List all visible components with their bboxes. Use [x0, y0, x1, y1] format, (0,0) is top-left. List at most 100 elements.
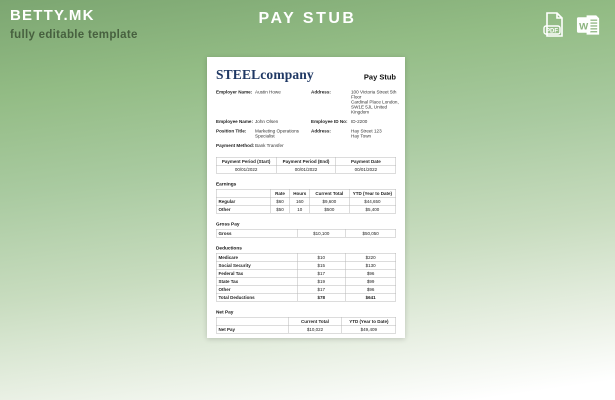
gross-row: Gross $10,100 $50,050 [216, 229, 396, 238]
payment-date-header: Payment Date [335, 157, 396, 166]
earnings-table: Rate Hours Current Total YTD (Year to Da… [216, 189, 397, 214]
earnings-current: $9,600 [309, 197, 350, 206]
empty-value [351, 143, 404, 148]
paystub-page: STEELcompany Pay Stub Employer Name: Aus… [207, 57, 405, 338]
employee-info-section: Employer Name: Austin Howe Address: 100 … [216, 89, 399, 149]
earnings-ytd: $44,650 [348, 197, 397, 206]
deduction-ytd: $99 [345, 277, 396, 286]
employer-name-value: Austin Howe [255, 89, 281, 95]
earnings-rate: $50 [269, 205, 291, 214]
earnings-ytd: $5,400 [348, 205, 397, 214]
payment-method-value: Bank Transfer [255, 143, 284, 148]
document-header: STEELcompany Pay Stub [216, 67, 396, 83]
earnings-hours-header: Hours [289, 189, 310, 198]
earnings-hours: 10 [289, 205, 310, 214]
net-blank-header [216, 317, 289, 326]
earnings-row-other: Other $50 10 $500 $5,400 [216, 205, 397, 214]
pdf-download-button[interactable]: PDF [541, 11, 567, 39]
document-title: Pay Stub [363, 73, 396, 82]
earnings-rate: $60 [269, 197, 291, 206]
payment-method-label: Payment Method: [216, 143, 255, 148]
gross-current: $10,100 [296, 229, 346, 238]
deduction-current: $17 [296, 285, 346, 294]
address-line: Cardinal Place London, [351, 99, 399, 105]
deduction-current: $19 [296, 277, 346, 286]
period-end-value: 00/01/2022 [275, 165, 337, 174]
deduction-label: State Tax [216, 277, 298, 286]
paystub-document-preview[interactable]: STEELcompany Pay Stub Employer Name: Aus… [207, 57, 405, 338]
employee-name-value: John Olsen [255, 119, 279, 124]
gross-label: Gross [216, 229, 298, 238]
deduction-row: Other $17 $96 [216, 285, 396, 294]
address-line: SW1E 5JL United Kingdom [351, 104, 388, 115]
net-pay-table: Current Total YTD (Year to Date) Net Pay… [216, 317, 396, 334]
net-pay-section-label: Net Pay [216, 309, 234, 316]
info-row-employee: Employee Name: John Olsen Employee ID No… [216, 119, 396, 124]
position-title-label: Position Title: [216, 128, 247, 134]
address-line: Hay Street 123 [351, 128, 382, 134]
earnings-section-label: Earnings [216, 181, 237, 188]
info-row-payment-method: Payment Method: Bank Transfer [216, 143, 396, 148]
deduction-ytd: $96 [345, 269, 396, 278]
net-pay-label: Net Pay [216, 325, 289, 334]
address-line: 100 Victoria Street 5th Floor [351, 89, 397, 100]
earnings-current-header: Current Total [309, 189, 350, 198]
deduction-label: Social Security [216, 261, 298, 270]
deduction-current: $10 [296, 253, 346, 262]
net-ytd-header: YTD (Year to Date) [341, 317, 396, 326]
gross-ytd: $50,050 [345, 229, 396, 238]
employee-address-label: Address: [311, 128, 331, 134]
net-pay-ytd: $49,409 [341, 325, 396, 334]
earnings-row-label: Other [216, 205, 271, 214]
employee-id-label: Employee ID No: [311, 119, 348, 124]
employer-address-label: Address: [311, 89, 331, 95]
info-row-position: Position Title: Marketing Operations Spe… [216, 129, 396, 139]
brand-tagline: fully editable template [10, 29, 138, 41]
deduction-row: Social Security $15 $130 [216, 261, 396, 270]
employee-address-value: Hay Street 123 Hay Town [351, 129, 404, 139]
info-row-employer: Employer Name: Austin Howe Address: 100 … [216, 89, 399, 115]
period-start-header: Payment Period (Start) [216, 157, 277, 166]
employee-id-value: ID-2200 [351, 119, 368, 124]
period-start-value: 00/01/2022 [216, 165, 277, 174]
deduction-label: Other [216, 285, 298, 294]
total-deductions-row: Total Deductions $78 $641 [216, 293, 396, 302]
earnings-current: $500 [309, 205, 350, 214]
total-deductions-ytd: $641 [345, 293, 396, 302]
page-title: PAY STUB [258, 10, 357, 27]
svg-text:W: W [579, 21, 589, 32]
position-title-value: Marketing Operations Specialist [255, 128, 299, 139]
deduction-ytd: $130 [345, 261, 396, 270]
employer-address-value: 100 Victoria Street 5th Floor Cardinal P… [351, 90, 404, 115]
word-download-button[interactable]: W [576, 11, 602, 39]
deduction-current: $17 [296, 269, 346, 278]
earnings-blank-header [216, 189, 271, 198]
net-pay-row: Net Pay $10,022 $49,409 [216, 325, 396, 334]
brand-logo[interactable]: BETTY.MK [10, 7, 95, 24]
payment-date-value: 00/01/2022 [335, 165, 396, 174]
net-current-header: Current Total [287, 317, 343, 326]
deduction-row: Federal Tax $17 $96 [216, 269, 396, 278]
download-buttons: PDF W [541, 11, 602, 39]
deductions-section-label: Deductions [216, 245, 242, 252]
deduction-row: State Tax $19 $99 [216, 277, 396, 286]
deduction-ytd: $96 [345, 285, 396, 294]
period-end-header: Payment Period (End) [275, 157, 337, 166]
gross-pay-section-label: Gross Pay [216, 221, 240, 228]
payment-period-table: Payment Period (Start) Payment Period (E… [216, 157, 396, 174]
earnings-row-label: Regular [216, 197, 271, 206]
deduction-label: Federal Tax [216, 269, 298, 278]
empty-label [311, 143, 351, 148]
svg-text:PDF: PDF [546, 29, 558, 35]
deduction-current: $15 [296, 261, 346, 270]
word-file-icon: W [576, 15, 600, 35]
address-line: Hay Town [351, 133, 372, 139]
total-deductions-label: Total Deductions [216, 293, 298, 302]
deduction-row: Medicare $10 $220 [216, 253, 396, 262]
pdf-file-icon: PDF [543, 12, 563, 37]
earnings-hours: 160 [289, 197, 310, 206]
company-name: STEELcompany [216, 67, 314, 82]
earnings-rate-header: Rate [269, 189, 291, 198]
deduction-ytd: $220 [345, 253, 396, 262]
gross-pay-table: Gross $10,100 $50,050 [216, 229, 396, 238]
